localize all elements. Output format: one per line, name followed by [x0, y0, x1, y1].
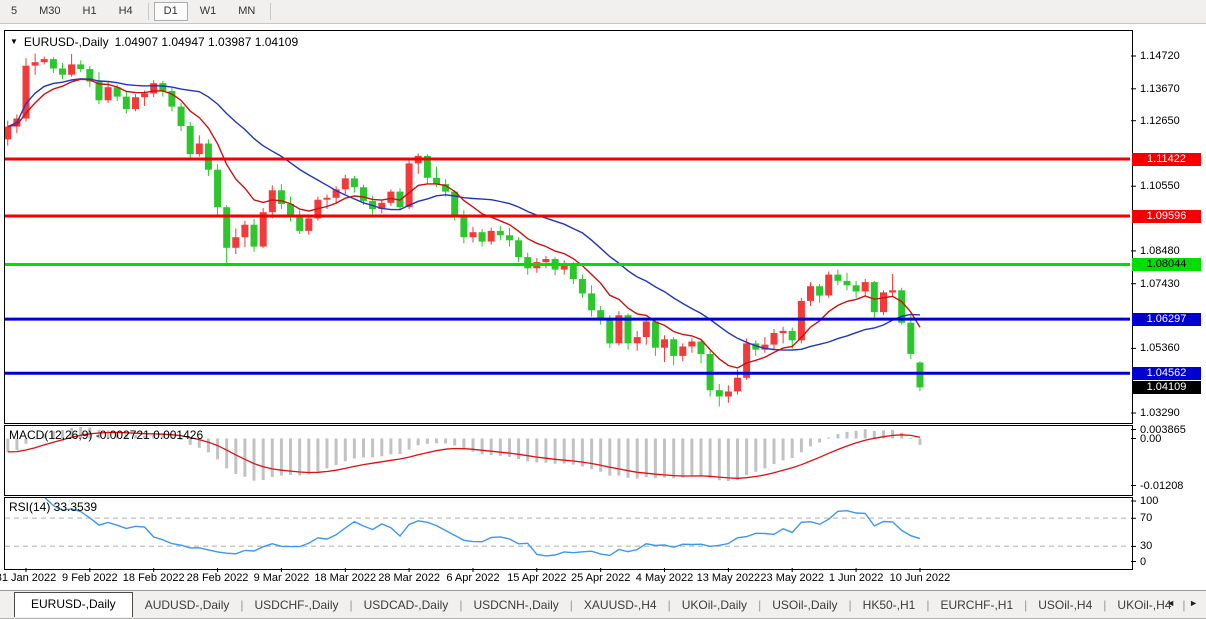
- price-tick-label: 1.03290: [1140, 407, 1180, 419]
- tab-separator: |: [459, 597, 463, 612]
- timeframe-toolbar: 5 M30 H1 H4 D1 W1 MN: [0, 0, 1206, 24]
- price-tick-label: 1.05360: [1140, 342, 1180, 355]
- symbol-tab-hk50h1[interactable]: HK50-,H1: [862, 597, 916, 612]
- chart-ohlc-readout: 1.04907 1.04947 1.03987 1.04109: [114, 35, 299, 49]
- tab-separator: |: [1182, 597, 1186, 612]
- date-tick-label: 13 May 2022: [696, 572, 761, 584]
- macd-tick-label: -0.01208: [1140, 479, 1184, 492]
- price-tick-label: 1.12650: [1140, 114, 1180, 127]
- timeframe-button-h4[interactable]: H4: [118, 5, 133, 17]
- symbol-tab-usdcnhdaily[interactable]: USDCNH-,Daily: [473, 597, 559, 612]
- date-tick-label: 9 Mar 2022: [253, 572, 310, 584]
- timeframe-button-5[interactable]: 5: [11, 5, 18, 17]
- level-price-flag: 1.09596: [1132, 209, 1201, 223]
- tab-separator: |: [926, 597, 930, 612]
- toolbar-separator: [147, 3, 149, 20]
- current-price-flag: 1.04109: [1132, 380, 1201, 394]
- date-tick-label: 31 Jan 2022: [0, 572, 57, 584]
- price-tick-label: 1.10550: [1140, 180, 1180, 193]
- price-chart-panel[interactable]: [4, 30, 1133, 424]
- symbol-tab-list: EURUSD-,Daily AUDUSD-,Daily | USDCHF-,Daily…: [0, 592, 1187, 617]
- symbol-tab-ukoildaily[interactable]: UKOil-,Daily: [681, 597, 748, 612]
- level-price-flag: 1.04562: [1132, 366, 1201, 380]
- rsi-indicator-label: RSI(14) 33.3539: [9, 500, 98, 514]
- symbol-dropdown-icon[interactable]: ▼: [10, 37, 18, 46]
- symbol-tab-eurusddaily[interactable]: EURUSD-,Daily: [14, 592, 133, 617]
- rsi-tick-label: 0: [1140, 555, 1147, 568]
- toolbar-separator: [270, 3, 272, 20]
- tabs-scroll-left-icon[interactable]: ◄: [1166, 598, 1176, 608]
- timeframe-button-mn[interactable]: MN: [238, 5, 256, 17]
- chart-symbol-label: EURUSD-,Daily: [23, 35, 109, 49]
- rsi-tick-label: 100: [1140, 495, 1159, 507]
- rsi-panel[interactable]: [4, 497, 1133, 570]
- date-tick-label: 9 Feb 2022: [62, 572, 118, 584]
- tab-separator: |: [667, 597, 671, 612]
- level-price-flag: 1.11422: [1132, 152, 1201, 166]
- timeframe-button-h1[interactable]: H1: [82, 5, 97, 17]
- tab-separator: |: [1024, 597, 1028, 612]
- date-tick-label: 25 Apr 2022: [571, 572, 631, 584]
- date-tick-label: 23 May 2022: [760, 572, 825, 584]
- tab-separator: |: [1103, 597, 1107, 612]
- symbol-tab-ukoilh4[interactable]: UKOil-,H4: [1117, 597, 1172, 612]
- symbol-tab-usoildaily[interactable]: USOil-,Daily: [772, 597, 838, 612]
- symbol-tab-usdcaddaily[interactable]: USDCAD-,Daily: [363, 597, 449, 612]
- date-tick-label: 28 Mar 2022: [378, 572, 440, 584]
- macd-indicator-label: MACD(12,26,9) -0.002721 0.001426: [9, 428, 204, 442]
- date-tick-label: 28 Feb 2022: [186, 572, 249, 584]
- rsi-tick-label: 30: [1140, 540, 1153, 553]
- symbol-tab-usdchfdaily[interactable]: USDCHF-,Daily: [254, 597, 339, 612]
- tab-separator: |: [758, 597, 762, 612]
- timeframe-button-w1[interactable]: W1: [199, 5, 217, 17]
- tab-separator: |: [848, 597, 852, 612]
- price-tick-label: 1.14720: [1140, 50, 1180, 62]
- macd-tick-label: 0.00: [1140, 432, 1162, 445]
- level-price-flag: 1.06297: [1132, 312, 1201, 326]
- rsi-tick-label: 70: [1140, 512, 1153, 525]
- tab-separator: |: [569, 597, 573, 612]
- date-tick-label: 4 May 2022: [635, 572, 694, 584]
- symbol-tab-xauusdh4[interactable]: XAUUSD-,H4: [583, 597, 657, 612]
- timeframe-button-d1[interactable]: D1: [153, 2, 188, 21]
- price-tick-label: 1.07430: [1140, 277, 1180, 290]
- date-tick-label: 18 Mar 2022: [314, 572, 377, 584]
- symbol-tab-usoilh4[interactable]: USOil-,H4: [1038, 597, 1093, 612]
- date-tick-label: 18 Feb 2022: [122, 572, 185, 584]
- date-tick-label: 6 Apr 2022: [446, 572, 500, 584]
- date-tick-label: 15 Apr 2022: [507, 572, 567, 584]
- tabs-scroll-right-icon[interactable]: ►: [1189, 598, 1198, 608]
- price-tick-label: 1.13670: [1140, 82, 1180, 95]
- symbol-tabbar: EURUSD-,Daily AUDUSD-,Daily | USDCHF-,Daily…: [0, 590, 1206, 619]
- date-tick-label: 1 Jun 2022: [828, 572, 884, 584]
- tab-separator: |: [240, 597, 244, 612]
- tab-scroll-arrows: ◄ ►: [1166, 596, 1198, 610]
- chart-title: ▼ EURUSD-,Daily 1.04907 1.04947 1.03987 …: [10, 35, 298, 49]
- date-tick-label: 10 Jun 2022: [889, 572, 951, 584]
- symbol-tab-audusddaily[interactable]: AUDUSD-,Daily: [144, 597, 230, 612]
- timeframe-button-m30[interactable]: M30: [39, 5, 61, 17]
- tab-separator: |: [349, 597, 353, 612]
- macd-tick-label: 0.003865: [1140, 423, 1186, 436]
- timeframe-buttons: 5 M30 H1 H4 D1 W1 MN: [0, 2, 275, 21]
- level-price-flag: 1.08044: [1132, 258, 1201, 272]
- symbol-tab-eurchfh1[interactable]: EURCHF-,H1: [940, 597, 1014, 612]
- price-tick-label: 1.08480: [1140, 244, 1180, 257]
